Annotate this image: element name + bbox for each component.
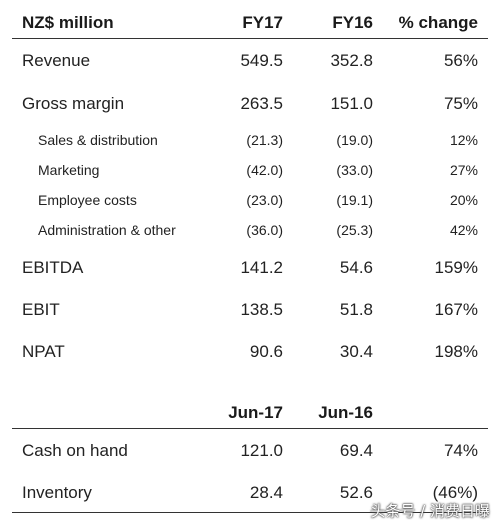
row-label-gross-margin: Gross margin: [22, 94, 125, 113]
row-label-revenue: Revenue: [22, 51, 91, 70]
value-ebit-fy17: 138.5: [240, 300, 283, 319]
row-label-employee-costs: Employee costs: [38, 192, 137, 208]
column-header-change: % change: [398, 13, 478, 32]
value-gross-margin-fy16: 151.0: [330, 94, 373, 113]
value-employee-costs-change: 20%: [449, 192, 478, 208]
value-inventory-jun16: 52.6: [339, 483, 373, 502]
value-marketing-fy17: (42.0): [246, 162, 283, 178]
column-header-jun16: Jun-16: [318, 403, 373, 422]
value-cash-change: 74%: [443, 441, 478, 460]
value-cash-jun17: 121.0: [240, 441, 283, 460]
value-revenue-fy17: 549.5: [240, 51, 283, 70]
value-administration-change: 42%: [449, 222, 478, 238]
value-gross-margin-change: 75%: [443, 94, 478, 113]
value-ebit-change: 167%: [434, 300, 478, 319]
header2-divider: [12, 428, 488, 429]
value-npat-change: 198%: [434, 342, 478, 361]
value-npat-fy17: 90.6: [249, 342, 283, 361]
value-sales-distribution-fy16: (19.0): [336, 132, 373, 148]
column-header-fy17: FY17: [242, 13, 283, 32]
row-label-inventory: Inventory: [22, 483, 92, 502]
row-label-npat: NPAT: [22, 342, 65, 361]
value-administration-fy17: (36.0): [246, 222, 283, 238]
value-inventory-jun17: 28.4: [249, 483, 283, 502]
value-employee-costs-fy17: (23.0): [246, 192, 283, 208]
value-revenue-fy16: 352.8: [330, 51, 373, 70]
value-revenue-change: 56%: [443, 51, 478, 70]
value-sales-distribution-fy17: (21.3): [246, 132, 283, 148]
value-inventory-change: (46%): [432, 483, 478, 502]
watermark: 头条号 / 消费日曝: [370, 502, 490, 520]
column-header-jun17: Jun-17: [228, 403, 283, 422]
value-ebit-fy16: 51.8: [339, 300, 373, 319]
value-marketing-fy16: (33.0): [336, 162, 373, 178]
value-ebitda-fy16: 54.6: [339, 258, 373, 277]
column-header-fy16: FY16: [332, 13, 373, 32]
row-label-sales-distribution: Sales & distribution: [38, 132, 158, 148]
row-label-ebit: EBIT: [22, 300, 60, 319]
value-ebitda-fy17: 141.2: [240, 258, 283, 277]
value-employee-costs-fy16: (19.1): [336, 192, 373, 208]
table-header-label: NZ$ million: [22, 13, 114, 32]
row-label-ebitda: EBITDA: [22, 258, 84, 277]
row-label-administration: Administration & other: [38, 222, 176, 238]
row-label-marketing: Marketing: [38, 162, 100, 178]
value-administration-fy16: (25.3): [336, 222, 373, 238]
value-marketing-change: 27%: [449, 162, 478, 178]
value-gross-margin-fy17: 263.5: [240, 94, 283, 113]
table-bottom-border: [12, 512, 488, 513]
value-sales-distribution-change: 12%: [449, 132, 478, 148]
header-divider: [12, 38, 488, 39]
row-label-cash-on-hand: Cash on hand: [22, 441, 128, 460]
value-cash-jun16: 69.4: [339, 441, 373, 460]
value-ebitda-change: 159%: [434, 258, 478, 277]
value-npat-fy16: 30.4: [339, 342, 373, 361]
